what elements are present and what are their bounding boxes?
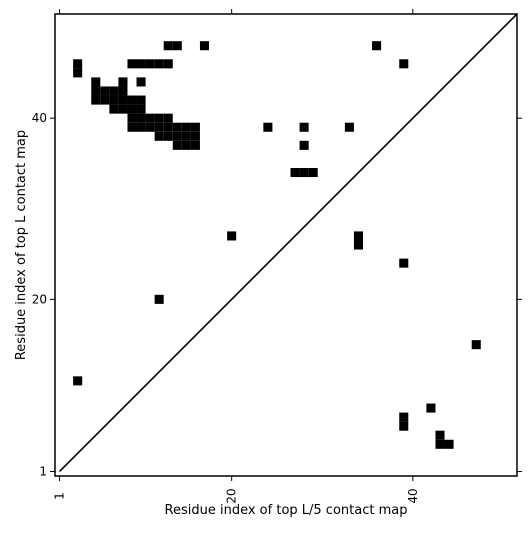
contact-cell-top-l [172,140,182,150]
contact-cell-top-l [91,95,101,105]
contact-cell-top-l [172,41,182,51]
contact-cell-top-l [163,113,173,123]
contact-cell-top-l [172,122,182,132]
contact-cell-top-l [163,41,173,51]
contact-cell-top-l [190,122,200,132]
contact-cell-top-l [190,140,200,150]
x-axis-label: Residue index of top L/5 contact map [165,503,408,518]
contact-cell-top-l [91,86,101,96]
contact-cell-top-l [344,122,354,132]
contact-cell-top-l5 [435,430,445,440]
contact-cell-top-l5 [399,421,409,431]
contact-cell-top-l [127,95,137,105]
contact-cell-top-l [136,113,146,123]
contact-cell-top-l [154,59,164,69]
contact-cell-top-l [127,122,137,132]
contact-cell-top-l5 [426,403,436,413]
contact-cell-top-l [154,131,164,141]
contact-cell-top-l [136,95,146,105]
contact-cell-top-l [136,59,146,69]
contact-cell-top-l [127,104,137,114]
x-tick-label: 1 [53,492,67,500]
contact-cell-top-l [299,122,309,132]
contact-cell-top-l [127,59,137,69]
contact-cell-top-l [299,168,309,178]
contact-cell-top-l [145,59,155,69]
contact-cell-top-l [154,122,164,132]
contact-cell-top-l [399,59,409,69]
contact-cell-top-l [73,68,83,78]
contact-cell-top-l [127,113,137,123]
y-tick-label: 20 [32,292,47,306]
x-tick-label: 40 [406,488,420,503]
contact-cell-top-l [100,95,110,105]
contact-cell-top-l [91,77,101,87]
contact-cell-top-l [100,86,110,96]
contact-cell-top-l5 [154,294,164,304]
y-axis-label: Residue index of top L contact map [14,130,29,360]
contact-cell-top-l5 [353,240,363,250]
contact-cell-top-l [163,131,173,141]
contact-cell-top-l [181,140,191,150]
contact-cell-top-l [136,122,146,132]
contact-cell-top-l5 [399,258,409,268]
contact-cell-top-l [118,104,128,114]
contact-cell-top-l [181,122,191,132]
contact-cell-top-l [163,122,173,132]
contact-cell-top-l5 [353,231,363,241]
contact-cell-top-l [190,131,200,141]
plot-frame [54,13,518,477]
contact-cell-top-l [172,131,182,141]
diagonal-line [58,13,518,473]
contact-cell-top-l [109,104,119,114]
contact-cell-top-l [109,86,119,96]
axis-ticks: 1 20 40 1 20 40 [32,9,522,504]
contact-cell-top-l5 [399,412,409,422]
contact-cell-top-l [118,95,128,105]
contact-cell-top-l [136,104,146,114]
contact-cell-top-l [109,95,119,105]
contact-cell-top-l [372,41,382,51]
contact-cell-top-l [145,122,155,132]
contact-cell-top-l [136,77,146,87]
y-tick-label: 40 [32,111,47,125]
contact-cell-top-l [290,168,300,178]
contact-cell-top-l5 [444,439,454,449]
x-tick-label: 20 [225,488,239,503]
contact-cell-top-l5 [435,439,445,449]
contact-cell-top-l [199,41,209,51]
contact-cell-top-l [154,113,164,123]
contact-cell-top-l [263,122,273,132]
contact-cell-top-l [163,59,173,69]
contact-cell-top-l [118,77,128,87]
contact-cell-top-l [118,86,128,96]
contact-cell-top-l [145,113,155,123]
contact-cell-top-l5 [73,376,83,386]
contact-cell-top-l [308,168,318,178]
contact-cell-top-l [227,231,237,241]
contact-cell-top-l [73,59,83,69]
contact-cell-top-l [181,131,191,141]
contact-cells [73,41,481,449]
contact-cell-top-l5 [471,340,481,350]
contact-cell-top-l [299,140,309,150]
y-tick-label: 1 [39,464,47,478]
